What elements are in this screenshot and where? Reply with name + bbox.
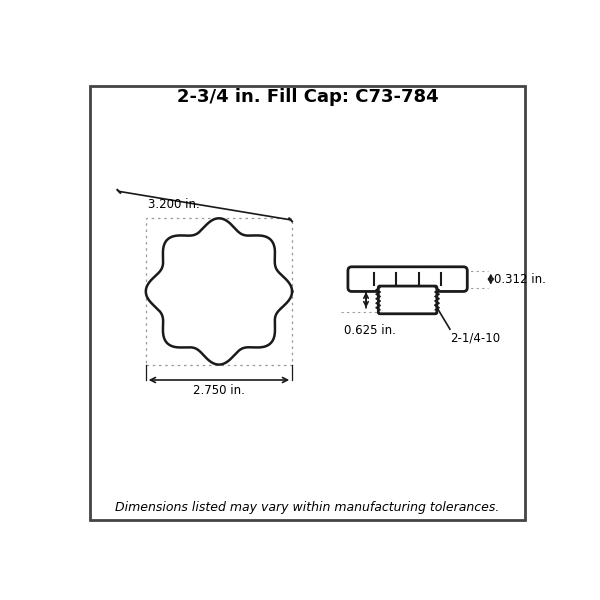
- Text: Dimensions listed may vary within manufacturing tolerances.: Dimensions listed may vary within manufa…: [115, 500, 500, 514]
- Bar: [146, 218, 292, 365]
- Text: 3.200 in.: 3.200 in.: [148, 197, 200, 211]
- Text: 2-1/4-10: 2-1/4-10: [450, 331, 500, 344]
- FancyBboxPatch shape: [348, 267, 467, 292]
- FancyBboxPatch shape: [379, 286, 437, 314]
- Text: 0.312 in.: 0.312 in.: [494, 272, 546, 286]
- Text: 0.625 in.: 0.625 in.: [344, 324, 396, 337]
- Text: 2.750 in.: 2.750 in.: [193, 384, 245, 397]
- Text: 2-3/4 in. Fill Cap: C73-784: 2-3/4 in. Fill Cap: C73-784: [176, 88, 439, 106]
